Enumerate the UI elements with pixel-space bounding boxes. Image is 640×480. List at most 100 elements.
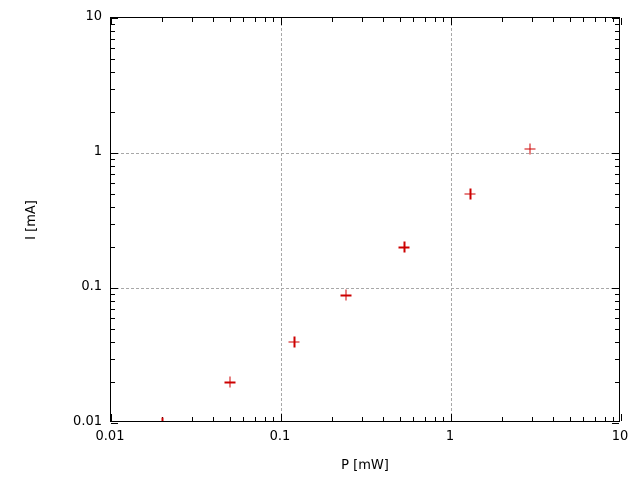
y-tick-minor [111, 38, 115, 40]
marker-vertical-stroke [345, 289, 347, 301]
x-tick-minor-top [254, 18, 256, 22]
data-point-marker [524, 143, 536, 155]
y-tick-minor-right [615, 294, 619, 296]
y-tick-minor [111, 182, 115, 184]
y-tick-minor-right [615, 182, 619, 184]
x-tick-minor [273, 417, 275, 421]
y-tick-minor [111, 112, 115, 114]
x-tick-major [451, 414, 452, 421]
y-tick-minor [111, 206, 115, 208]
x-tick-minor-top [594, 18, 596, 22]
y-tick-minor-right [615, 341, 619, 343]
y-tick-major-right [612, 153, 619, 154]
marker-vertical-stroke [403, 241, 406, 253]
x-tick-minor [362, 417, 364, 421]
data-point-marker [157, 417, 168, 421]
y-tick-minor [111, 58, 115, 60]
y-tick-minor [111, 31, 115, 33]
y-tick-minor [111, 317, 115, 319]
x-tick-label: 0.01 [95, 429, 125, 444]
x-tick-minor-top [192, 18, 194, 22]
y-tick-minor [111, 173, 115, 175]
y-tick-major [111, 423, 118, 424]
y-tick-minor-right [615, 112, 619, 114]
y-tick-minor-right [615, 193, 619, 195]
x-tick-minor-top [362, 18, 364, 22]
x-tick-minor-top [434, 18, 436, 22]
x-tick-minor [229, 417, 231, 421]
marker-vertical-stroke [469, 188, 472, 200]
x-tick-minor [192, 417, 194, 421]
x-tick-minor [399, 417, 401, 421]
x-tick-minor-top [532, 18, 534, 22]
x-tick-minor-top [229, 18, 231, 22]
y-tick-minor-right [615, 71, 619, 73]
y-tick-minor [111, 328, 115, 330]
x-tick-minor [553, 417, 555, 421]
x-tick-minor [413, 417, 415, 421]
y-tick-major-right [612, 288, 619, 289]
y-tick-minor [111, 341, 115, 343]
x-tick-minor-top [332, 18, 334, 22]
y-tick-label: 1 [93, 144, 102, 159]
data-point-marker [340, 289, 352, 301]
y-tick-label: 0.1 [81, 279, 102, 294]
y-tick-minor [111, 71, 115, 73]
y-tick-major [111, 153, 118, 154]
y-tick-minor [111, 382, 115, 384]
marker-vertical-stroke [529, 143, 531, 155]
y-tick-minor-right [615, 247, 619, 249]
data-point-marker [224, 376, 236, 388]
y-tick-minor-right [615, 317, 619, 319]
y-tick-minor [111, 247, 115, 249]
plot-area [110, 17, 622, 424]
x-tick-label: 10 [611, 429, 629, 444]
x-tick-major-top [281, 18, 282, 25]
x-tick-minor [264, 417, 266, 421]
marker-vertical-stroke [293, 336, 296, 348]
y-tick-major [111, 288, 118, 289]
x-tick-minor-top [273, 18, 275, 22]
data-point-marker [288, 336, 300, 348]
y-tick-minor [111, 166, 115, 168]
y-tick-minor-right [615, 328, 619, 330]
x-tick-minor-top [383, 18, 385, 22]
x-tick-label: 1 [445, 429, 455, 444]
x-tick-label: 0.1 [269, 429, 291, 444]
x-tick-minor [569, 417, 571, 421]
x-tick-minor [443, 417, 445, 421]
x-tick-major [621, 414, 622, 421]
gridline-horizontal [111, 153, 619, 154]
x-tick-minor [434, 417, 436, 421]
x-tick-minor-top [569, 18, 571, 22]
y-tick-minor-right [615, 58, 619, 60]
x-tick-minor [583, 417, 585, 421]
y-tick-minor-right [615, 358, 619, 360]
x-tick-minor-top [162, 18, 164, 22]
x-tick-minor [383, 417, 385, 421]
y-tick-minor [111, 358, 115, 360]
x-tick-minor [424, 417, 426, 421]
x-tick-minor-top [413, 18, 415, 22]
y-tick-minor-right [615, 166, 619, 168]
x-tick-minor [613, 417, 615, 421]
x-tick-minor [332, 417, 334, 421]
y-tick-major-right [612, 423, 619, 424]
x-tick-minor-top [264, 18, 266, 22]
x-tick-major-top [451, 18, 452, 25]
y-tick-minor-right [615, 47, 619, 49]
x-tick-minor [604, 417, 606, 421]
x-tick-minor [243, 417, 245, 421]
x-tick-minor-top [399, 18, 401, 22]
y-tick-minor-right [615, 24, 619, 26]
x-tick-minor-top [424, 18, 426, 22]
y-tick-minor [111, 308, 115, 310]
y-tick-label: 0.01 [73, 414, 102, 429]
x-tick-minor-top [604, 18, 606, 22]
x-tick-minor-top [443, 18, 445, 22]
y-tick-minor-right [615, 173, 619, 175]
y-tick-minor-right [615, 206, 619, 208]
y-tick-minor [111, 159, 115, 161]
x-tick-minor-top [613, 18, 615, 22]
